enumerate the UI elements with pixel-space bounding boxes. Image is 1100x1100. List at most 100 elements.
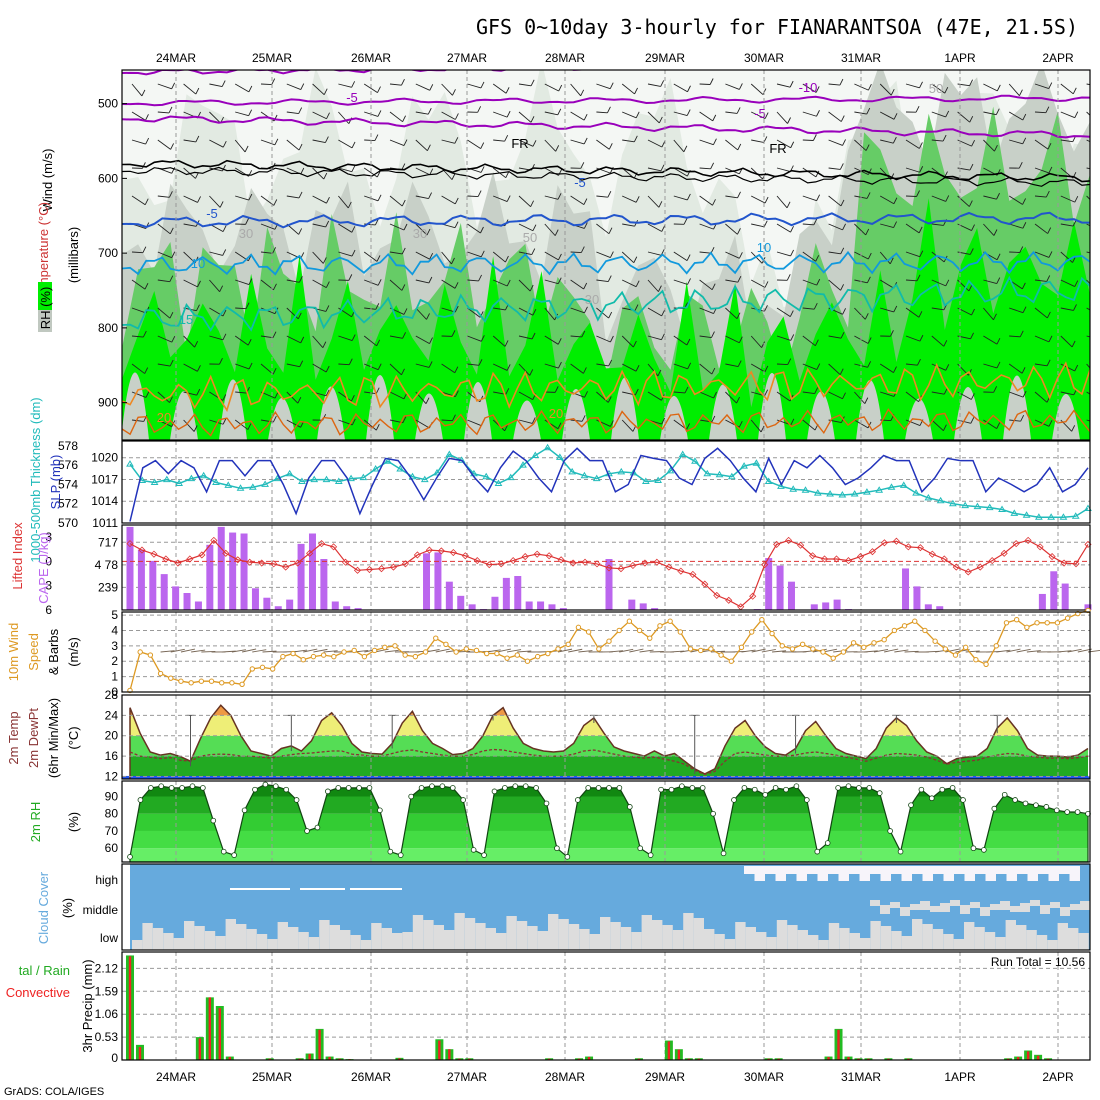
wind-barb: [157, 223, 171, 235]
wind-barb-flag: [709, 78, 714, 85]
wind-barb: [802, 83, 817, 93]
wind-barb-flag: [196, 388, 201, 396]
ytick-precip-0: 0.53: [95, 1030, 119, 1044]
wind-barb-flag: [660, 164, 665, 172]
ylabel-temp: Temperature (°C): [36, 202, 51, 302]
wind-barb-flag: [322, 257, 327, 264]
cape-bar: [457, 595, 465, 610]
temp-band-2: [130, 715, 1088, 736]
cloud-mid-patch: [980, 907, 990, 916]
thickness-point: [1034, 513, 1043, 520]
wind-barb-flag: [272, 415, 277, 423]
wind-barb-flag: [996, 422, 1001, 429]
ytick-wind-5: 5: [111, 608, 118, 622]
wind-barb-flag: [351, 165, 356, 172]
wind-barb: [596, 363, 609, 367]
cloud-low-block: [984, 932, 996, 950]
wind-barb-flag: [376, 255, 381, 262]
cape-bar: [651, 608, 659, 610]
wind-barb-flag: [272, 247, 277, 254]
wind-barb-flag: [532, 224, 537, 231]
ytick-mb-2: 700: [98, 246, 118, 260]
cloud-low-block: [288, 927, 299, 950]
cape-bar: [491, 596, 499, 610]
precip-conv-bar: [318, 1029, 321, 1060]
wind10-barb: [323, 650, 338, 653]
wind-barb: [879, 167, 892, 180]
wind-barb-flag: [713, 391, 718, 399]
wind-barb-flag: [169, 311, 174, 319]
rh-point: [918, 786, 925, 793]
rh-point: [1001, 791, 1008, 798]
precip-conv-bar: [138, 1047, 142, 1060]
wind-barb-flag: [607, 396, 612, 403]
contour-label-16: 30: [413, 226, 427, 241]
li-point: [341, 558, 350, 566]
wind-barb: [260, 83, 272, 86]
wind-barb: [622, 111, 637, 119]
li-point: [1072, 560, 1080, 568]
cape-bar: [354, 608, 362, 610]
li-point: [976, 563, 984, 571]
wind10-barb: [517, 650, 532, 653]
slp-line: [129, 447, 1089, 522]
wind-barb-flag: [889, 257, 894, 265]
wind-barb-flag: [1097, 370, 1100, 376]
dry-tongue-6: [415, 393, 443, 440]
rh-point: [595, 785, 602, 791]
precip-conv-bar: [308, 1053, 311, 1060]
wind-barb: [1034, 391, 1048, 403]
li-point: [988, 557, 996, 565]
wind-barb: [235, 307, 247, 310]
li-point: [437, 547, 445, 555]
wind-barb-flag: [737, 191, 741, 199]
precip-conv-bar: [1026, 1051, 1030, 1060]
label-part: (%): [66, 812, 81, 832]
wind10-barb: [996, 649, 1011, 653]
wind-barb-flag: [1022, 198, 1026, 205]
wind-barb-flag: [351, 226, 356, 233]
wind-barb: [1086, 363, 1090, 369]
wind-barb-flag: [633, 135, 638, 143]
wind-barb: [828, 167, 841, 170]
wind-barb: [389, 139, 405, 146]
rh-point: [158, 783, 165, 789]
wind-barb: [389, 195, 403, 207]
wind-barb: [854, 391, 866, 404]
thickness-point: [359, 473, 368, 481]
cloud-low-block: [1047, 940, 1058, 950]
cloud-low-block: [1078, 933, 1089, 950]
wind-barb-flag: [842, 392, 846, 399]
wind-barb-flag: [557, 338, 562, 345]
wind-barb-flag: [918, 311, 923, 318]
wind-barb: [983, 83, 998, 92]
wind-barb: [183, 279, 198, 288]
ylabel-precip-total: tal / Rain: [19, 963, 70, 978]
wind-barb-flag: [300, 336, 305, 344]
wind10-point: [973, 656, 979, 663]
wind-barb: [441, 307, 456, 313]
ylabel-thickness: 1000-500mb Thickness (dm): [28, 397, 43, 562]
wind-barb: [235, 279, 250, 285]
ytick-slp-2: 1017: [91, 472, 118, 486]
wind-barb: [1034, 279, 1047, 282]
wind-barb: [131, 195, 146, 206]
rh-point: [127, 854, 133, 860]
cloud-low-block: [964, 922, 975, 950]
ytick-slp-3: 1020: [91, 451, 118, 465]
wind10-point: [779, 643, 785, 649]
wind-barb: [389, 363, 402, 376]
wind-barb-flag: [737, 360, 742, 367]
wind-barb-flag: [790, 334, 795, 341]
wind-barb-flag: [402, 332, 406, 339]
wind-barb-flag: [686, 338, 691, 346]
wind-barb: [493, 111, 508, 118]
wind-barb: [209, 83, 223, 88]
thickness-point: [617, 467, 626, 475]
wind-barb-flag: [142, 162, 146, 169]
wind10-point: [698, 647, 704, 654]
wind-barb: [1086, 419, 1090, 422]
wind-barb: [518, 195, 531, 208]
wind-barb-flag: [583, 113, 588, 121]
dry-tongue-18: [1003, 375, 1031, 440]
